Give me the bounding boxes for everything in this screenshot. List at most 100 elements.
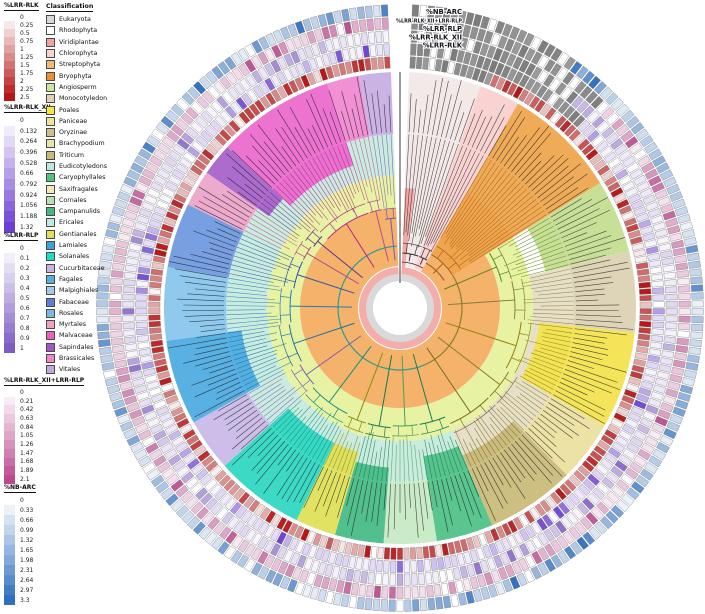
scale-tick-label: 0.99 bbox=[20, 526, 34, 534]
scale-tick-label: 0.528 bbox=[20, 159, 38, 167]
classification-label: Viridiplantae bbox=[59, 38, 99, 46]
classification-swatch bbox=[46, 263, 55, 273]
scale-tick-label: 0.8 bbox=[20, 324, 30, 332]
scale-swatch bbox=[4, 200, 15, 212]
classification-legend: Classification Eukaryota Rhodophyta Viridip… bbox=[46, 3, 107, 376]
classification-item: Solanales bbox=[46, 251, 107, 262]
ring-label: %LRR-RLK bbox=[423, 42, 463, 50]
scale-swatch bbox=[4, 293, 15, 303]
clade-wedge bbox=[568, 250, 637, 333]
classification-label: Streptophyta bbox=[59, 61, 101, 69]
scale-step: 0.9 bbox=[4, 333, 38, 343]
classification-swatch bbox=[46, 342, 55, 352]
classification-swatch bbox=[46, 218, 55, 228]
tree-center bbox=[359, 69, 441, 349]
scale-swatch bbox=[4, 448, 15, 458]
classification-item: Viridiplantae bbox=[46, 37, 107, 48]
scale-step: 2.1 bbox=[4, 474, 84, 484]
scale-tick-label: 1.98 bbox=[20, 556, 34, 564]
scale-swatch bbox=[4, 388, 15, 397]
classification-label: Triticum bbox=[59, 151, 85, 159]
scale-tick-label: 2 bbox=[20, 77, 24, 85]
classification-swatch bbox=[46, 274, 55, 284]
ring-label: %LRR-RLK_XII+LRR-RLP bbox=[396, 19, 462, 25]
scale-step: 1.188 bbox=[4, 211, 51, 222]
scale-step: 0.264 bbox=[4, 136, 51, 148]
ring-label: %LRR-RLK_XII bbox=[409, 34, 462, 42]
classification-swatch bbox=[46, 49, 55, 59]
classification-swatch bbox=[46, 308, 55, 318]
scale-tick-label: 1 bbox=[20, 45, 24, 53]
scale-tick-label: 0 bbox=[20, 116, 24, 124]
classification-label: Gentianales bbox=[59, 230, 97, 238]
scale-swatch bbox=[4, 168, 15, 180]
scale-step: 0.25 bbox=[4, 21, 39, 29]
scale-step: 1.75 bbox=[4, 69, 39, 77]
scale-tick-label: 0.84 bbox=[20, 423, 34, 431]
scale-tick-label: 1.32 bbox=[20, 536, 34, 544]
scale-swatch bbox=[4, 495, 15, 505]
classification-label: Rosales bbox=[59, 309, 83, 317]
classification-item: Fagales bbox=[46, 274, 107, 285]
scale-step: 2 bbox=[4, 77, 39, 85]
scale-swatch bbox=[4, 253, 15, 263]
classification-swatch bbox=[46, 60, 55, 70]
scale-tick-label: 0 bbox=[20, 244, 24, 252]
classification-label: Brachypodium bbox=[59, 140, 105, 148]
scale-step: 1.05 bbox=[4, 431, 84, 441]
scale-tick-label: 0.66 bbox=[20, 516, 34, 524]
classification-swatch bbox=[46, 105, 55, 115]
classification-item: Bryophyta bbox=[46, 70, 107, 81]
classification-item: Oryzinae bbox=[46, 127, 107, 138]
leaf-branches bbox=[226, 134, 574, 482]
species-label-marks bbox=[167, 76, 634, 538]
scale-tick-label: 1.188 bbox=[20, 213, 38, 221]
scale-tick-label: 1.65 bbox=[20, 546, 34, 554]
scale-tick-label: 1.89 bbox=[20, 467, 34, 475]
scale-swatch bbox=[4, 189, 15, 201]
classification-item: Angiosperm bbox=[46, 82, 107, 93]
scale-tick-label: 0.924 bbox=[20, 191, 38, 199]
scale-tick-label: 1.68 bbox=[20, 458, 34, 466]
classification-swatch bbox=[46, 297, 55, 307]
classification-swatch bbox=[46, 139, 55, 149]
scale-swatch bbox=[4, 221, 15, 233]
classification-item: Brassicales bbox=[46, 353, 107, 364]
clade-wedge bbox=[527, 182, 629, 272]
scale-legend-1: %LRR-RLK 0 0.25 0.5 0.75 1 1.25 1.5 1.75 2 2.25 2.5 bbox=[4, 2, 39, 101]
classification-label: Malvaceae bbox=[59, 332, 93, 340]
classification-label: Bryophyta bbox=[59, 72, 92, 80]
clade-wedge bbox=[296, 442, 359, 535]
scale-step: 0.5 bbox=[4, 29, 39, 37]
classification-item: Eukaryota bbox=[46, 14, 107, 25]
scale-swatch bbox=[4, 157, 15, 169]
scale-tick-label: 2.64 bbox=[20, 576, 34, 584]
scale-tick-label: 0.9 bbox=[20, 334, 30, 342]
classification-item: Sapindales bbox=[46, 342, 107, 353]
scale-swatch bbox=[4, 243, 15, 253]
scale-tick-label: 0.42 bbox=[20, 406, 34, 414]
classification-swatch bbox=[46, 241, 55, 251]
scale-step: 0.132 bbox=[4, 125, 51, 137]
classification-label: Monocotyledon bbox=[59, 95, 108, 103]
classification-label: Ericales bbox=[59, 219, 84, 227]
scale-tick-label: 1.26 bbox=[20, 440, 34, 448]
scale-swatch bbox=[4, 125, 15, 137]
scale-swatch bbox=[4, 37, 15, 45]
scale-swatch bbox=[4, 179, 15, 190]
scale-step: 2.97 bbox=[4, 585, 36, 595]
classification-item: Campanulids bbox=[46, 206, 107, 217]
classification-swatch bbox=[46, 195, 55, 205]
scale-step: 2.31 bbox=[4, 565, 36, 575]
classification-swatch bbox=[46, 71, 55, 81]
classification-swatch bbox=[46, 252, 55, 262]
scale-tick-label: 0.132 bbox=[20, 127, 38, 135]
scale-step: 0.66 bbox=[4, 168, 51, 180]
classification-item: Malvaceae bbox=[46, 330, 107, 341]
scale-step: 1.32 bbox=[4, 535, 36, 545]
scale-tick-label: 0.5 bbox=[20, 29, 30, 37]
scale-step: 0.4 bbox=[4, 283, 38, 293]
scale-step: 0.5 bbox=[4, 293, 38, 303]
scale-legend-3: %LRR-RLP 0 0.1 0.2 0.3 0.4 0.5 0.6 0.7 0.8 0.9 1 bbox=[4, 232, 39, 353]
